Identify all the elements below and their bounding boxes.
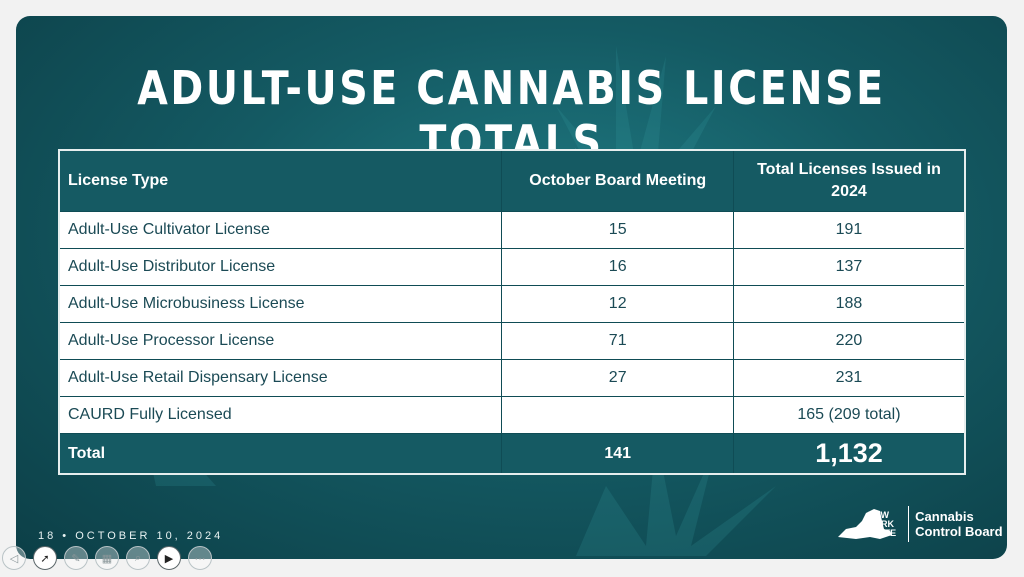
total-count-cell: 191 [732,211,966,249]
total-count-cell: 188 [732,285,966,323]
slide-title: ADULT-USE CANNABIS LICENSE TOTALS [137,61,886,169]
october-count-cell: 16 [501,248,734,286]
new-york-state-map-icon [838,509,892,539]
pointer-icon[interactable]: ➚ [33,546,57,570]
table-row: Adult-Use Distributor License 16 137 [58,248,966,286]
license-type-cell: CAURD Fully Licensed [58,396,503,434]
october-count-cell: 15 [501,211,734,249]
total-2024-cell: 1,132 [732,433,966,475]
total-count-cell: 220 [732,322,966,360]
total-count-cell: 231 [732,359,966,397]
table-row: Adult-Use Microbusiness License 12 188 [58,285,966,323]
license-type-cell: Adult-Use Microbusiness License [58,285,503,323]
october-count-cell: 27 [501,359,734,397]
license-type-cell: Adult-Use Cultivator License [58,211,503,249]
table-row: Adult-Use Cultivator License 15 191 [58,211,966,249]
table-row: Adult-Use Retail Dispensary License 27 2… [58,359,966,397]
logo-org-name: Cannabis Control Board [915,509,1003,539]
more-options-icon[interactable]: ⋯ [188,546,212,570]
slide: ADULT-USE CANNABIS LICENSE TOTALS Licens… [16,16,1007,559]
october-count-cell [501,396,734,434]
camera-icon[interactable]: ▶ [157,546,181,570]
total-label-cell: Total [58,433,503,475]
table-row: CAURD Fully Licensed 165 (209 total) [58,396,966,434]
presentation-toolbar: ◁ ➚ ✎ ▦ ⌕ ▶ ⋯ [2,546,212,570]
total-october-cell: 141 [501,433,734,475]
license-type-cell: Adult-Use Retail Dispensary License [58,359,503,397]
table-row: Adult-Use Processor License 71 220 [58,322,966,360]
license-totals-table: License Type October Board Meeting Total… [58,149,966,475]
logo-divider [908,506,910,542]
header-total-licenses-2024: Total Licenses Issued in 2024 [732,149,966,212]
header-october-board-meeting: October Board Meeting [501,149,734,212]
pen-icon[interactable]: ✎ [64,546,88,570]
slide-footer: 18 • OCTOBER 10, 2024 [38,530,224,542]
slides-grid-icon[interactable]: ▦ [95,546,119,570]
license-type-cell: Adult-Use Distributor License [58,248,503,286]
table-total-row: Total 141 1,132 [58,433,966,475]
logo-state-text: NEW YORK STATE [868,509,897,538]
total-count-cell: 165 (209 total) [732,396,966,434]
nys-cannabis-control-board-logo: NEW YORK STATE Cannabis Control Board [836,506,1003,542]
october-count-cell: 12 [501,285,734,323]
zoom-icon[interactable]: ⌕ [126,546,150,570]
october-count-cell: 71 [501,322,734,360]
header-license-type: License Type [58,149,503,212]
table-header-row: License Type October Board Meeting Total… [58,149,966,212]
total-count-cell: 137 [732,248,966,286]
previous-slide-icon[interactable]: ◁ [2,546,26,570]
license-type-cell: Adult-Use Processor License [58,322,503,360]
